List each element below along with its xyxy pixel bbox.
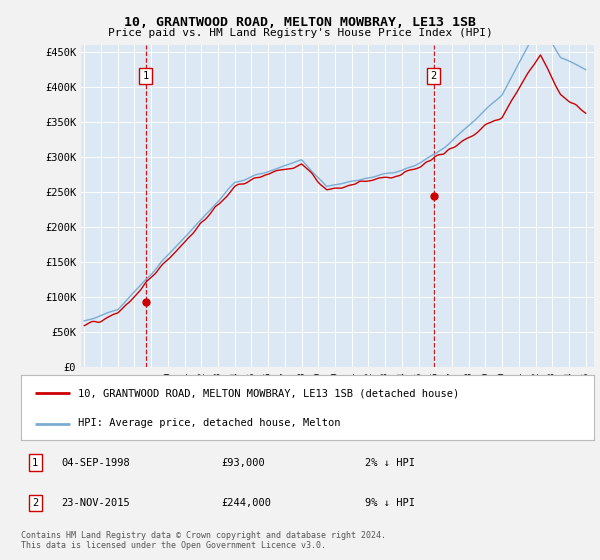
Text: 2: 2 (430, 71, 437, 81)
Text: 2: 2 (32, 498, 38, 508)
Text: 23-NOV-2015: 23-NOV-2015 (61, 498, 130, 508)
Text: Contains HM Land Registry data © Crown copyright and database right 2024.
This d: Contains HM Land Registry data © Crown c… (21, 531, 386, 550)
Text: £244,000: £244,000 (221, 498, 272, 508)
Text: Price paid vs. HM Land Registry's House Price Index (HPI): Price paid vs. HM Land Registry's House … (107, 28, 493, 38)
Text: 10, GRANTWOOD ROAD, MELTON MOWBRAY, LE13 1SB (detached house): 10, GRANTWOOD ROAD, MELTON MOWBRAY, LE13… (79, 388, 460, 398)
Text: £93,000: £93,000 (221, 458, 265, 468)
Text: 9% ↓ HPI: 9% ↓ HPI (365, 498, 415, 508)
Text: HPI: Average price, detached house, Melton: HPI: Average price, detached house, Melt… (79, 418, 341, 428)
Text: 1: 1 (32, 458, 38, 468)
Text: 04-SEP-1998: 04-SEP-1998 (61, 458, 130, 468)
Text: 10, GRANTWOOD ROAD, MELTON MOWBRAY, LE13 1SB: 10, GRANTWOOD ROAD, MELTON MOWBRAY, LE13… (124, 16, 476, 29)
Text: 1: 1 (143, 71, 149, 81)
Text: 2% ↓ HPI: 2% ↓ HPI (365, 458, 415, 468)
